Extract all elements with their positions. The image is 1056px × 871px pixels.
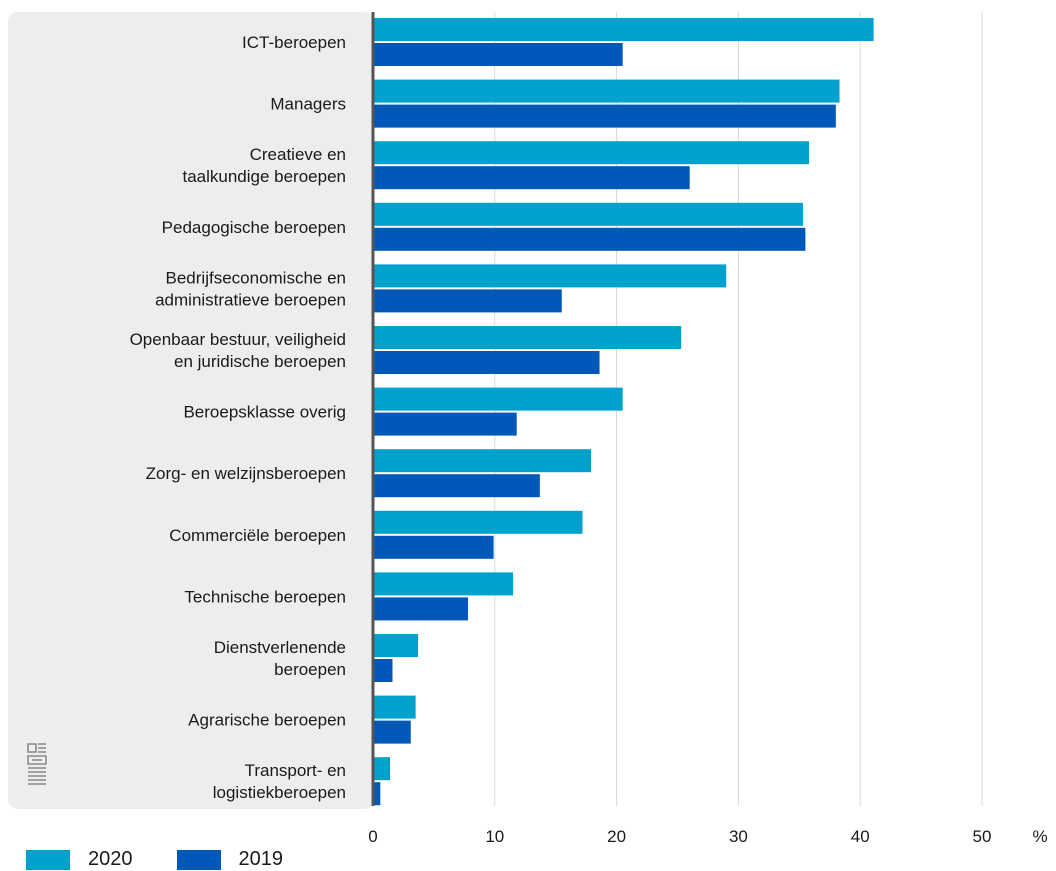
bar-2019-10 (373, 659, 393, 682)
category-label-6-0: Beroepsklasse overig (183, 403, 346, 422)
category-label-9-0: Technische beroepen (184, 587, 346, 606)
legend-swatch-2020 (26, 849, 70, 870)
legend-item-2019: 2019 (176, 848, 284, 871)
category-label-0-0: ICT-beroepen (242, 33, 346, 52)
category-label-8-0: Commerciële beroepen (169, 526, 346, 545)
bar-2020-4 (373, 264, 727, 288)
category-label-5-1: en juridische beroepen (174, 352, 346, 371)
category-label-2-0: Creatieve en (250, 145, 346, 164)
x-tick-label-50: 50 (973, 827, 992, 846)
bar-2019-1 (373, 104, 836, 128)
bar-2020-3 (373, 202, 803, 226)
bar-2020-8 (373, 510, 583, 534)
legend-label-2019: 2019 (238, 848, 284, 870)
x-tick-label-10: 10 (485, 827, 504, 846)
legend-label-2020: 2020 (88, 848, 133, 870)
bar-2020-2 (373, 141, 810, 165)
bar-2019-0 (373, 43, 623, 66)
x-tick-labels: 0 10 20 30 40 50 (368, 827, 991, 846)
bar-2019-3 (373, 227, 806, 251)
x-tick-label-30: 30 (729, 827, 748, 846)
bar-2020-12 (373, 757, 391, 781)
category-label-1-0: Managers (270, 95, 346, 114)
category-label-11-0: Agrarische beroepen (188, 711, 346, 730)
category-label-5-0: Openbaar bestuur, veiligheid (130, 330, 346, 349)
bar-2019-6 (373, 412, 517, 436)
category-label-12-0: Transport- en (245, 761, 346, 780)
category-label-7-0: Zorg- en welzijnsberoepen (146, 464, 346, 483)
x-unit-label: % (1032, 827, 1047, 846)
bar-2019-8 (373, 535, 494, 559)
bar-2020-5 (373, 326, 682, 349)
cbs-logo-icon (27, 743, 47, 785)
x-tick-label-40: 40 (851, 827, 870, 846)
legend-item-2020: 2020 (26, 848, 133, 871)
category-label-3-0: Pedagogische beroepen (162, 218, 346, 237)
category-label-10-0: Dienstverlenende (214, 638, 346, 657)
bar-2020-7 (373, 449, 592, 473)
category-label-10-1: beroepen (274, 660, 346, 679)
bar-2019-9 (373, 597, 469, 621)
bars (373, 18, 874, 806)
bar-2019-4 (373, 289, 562, 313)
legend-swatch-2019 (176, 849, 221, 870)
bar-2020-10 (373, 634, 419, 657)
bar-2019-5 (373, 351, 600, 374)
bar-2019-7 (373, 474, 540, 498)
category-label-12-1: logistiekberoepen (213, 783, 346, 802)
x-tick-label-20: 20 (607, 827, 626, 846)
category-labels: ICT-beroepen Managers Creatieve en taalkund… (130, 33, 346, 802)
bar-2020-11 (373, 695, 416, 719)
bar-2020-1 (373, 79, 840, 103)
category-label-4-1: administratieve beroepen (155, 290, 346, 309)
bar-2019-2 (373, 166, 690, 190)
bar-2020-0 (373, 18, 874, 41)
x-tick-label-0: 0 (368, 827, 377, 846)
legend: 2020 2019 (26, 848, 327, 871)
bar-2019-11 (373, 720, 411, 744)
category-label-4-0: Bedrijfseconomische en (166, 268, 346, 287)
bar-2019-12 (373, 782, 381, 806)
category-label-2-1: taalkundige beroepen (182, 167, 346, 186)
bar-2020-9 (373, 572, 514, 596)
label-panel (8, 12, 374, 809)
bar-2020-6 (373, 387, 623, 411)
